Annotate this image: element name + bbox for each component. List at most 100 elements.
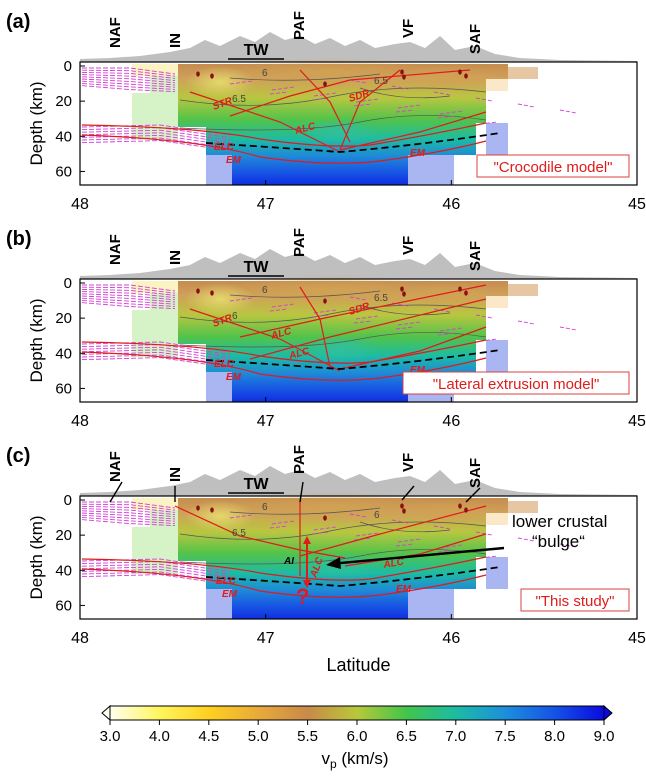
x-tick-label: 46 [442,413,460,430]
reflector-line [229,79,367,95]
alc-boundary [339,111,487,151]
resolution-mask [408,155,454,185]
topography-profile [80,32,637,62]
reflector-line [81,140,231,152]
fault-line [299,505,487,557]
reflector-line [81,297,176,305]
fault-label-paf: PAF [291,445,308,474]
fault-label-paf: PAF [291,11,308,40]
reflector-line [81,505,176,513]
reflector-line [81,137,231,149]
seismic-marker [196,288,200,294]
surface-anomaly [185,283,255,315]
colorbar-tick-label: 8.0 [544,728,565,745]
reflector-line [81,357,231,369]
mantle-boundary [81,134,487,164]
colorbar-tick-label: 6.5 [396,728,417,745]
contour-label: 6.5 [232,94,246,105]
resolution-mask [132,527,178,574]
x-tick-label: 48 [71,196,89,213]
y-tick-label: 0 [64,58,72,75]
reflector-line [81,295,176,303]
fault-line [299,286,331,368]
fault-label-naf: NAF [107,451,124,482]
reflector-line [81,558,231,570]
down-arrow-head [303,580,311,588]
colorbar-gradient [109,705,605,721]
reflector-line [397,537,535,553]
velocity-contour [179,332,487,348]
y-tick-label: 0 [64,492,72,509]
velocity-contour [179,549,487,565]
resolution-mask [206,589,232,619]
lower-crust-anomaly [300,335,380,363]
reflector-line [81,80,176,88]
fault-line [174,505,346,559]
resolution-mask [486,79,508,91]
reflector-line [313,91,451,107]
reflector-line [81,574,231,586]
seismic-marker [323,81,327,87]
velocity-contour [179,115,487,131]
mantle-boundary [81,351,487,381]
reflector-line [81,519,176,527]
reflector-line [81,341,231,353]
annotation-text: “bulge“ [532,532,585,551]
topography-profile [80,249,637,279]
seismic-marker [196,505,200,511]
fault-label-paf: PAF [291,228,308,257]
reflector-line [397,103,535,119]
seismic-marker [402,291,406,297]
low-velocity-anomaly [400,498,500,526]
model-label: "Lateral extrusion model" [433,376,600,393]
resolution-mask [508,501,538,513]
reflector-line [82,501,176,509]
str-fault [189,91,341,153]
structure-label: EM [226,372,242,383]
resolution-mask [150,510,178,527]
moho-line [205,566,501,587]
fault-label-vf: VF [400,19,417,38]
seismic-marker [400,69,404,75]
resolution-mask [486,557,508,589]
y-tick-label: 20 [55,93,72,110]
reflector-line [81,134,231,146]
reflector-line [82,67,176,75]
y-tick-label: 20 [55,527,72,544]
reflector-line [82,284,176,292]
low-velocity-anomaly [210,275,450,307]
colorbar-tick-label: 7.0 [445,728,466,745]
y-axis-label: Depth (km) [27,515,46,599]
reflector-line [81,566,231,578]
y-axis-label: Depth (km) [27,298,46,382]
lower-crust-anomaly [300,118,380,146]
reflector-line [81,132,231,144]
reflector-line [355,314,493,330]
seismic-marker [464,73,468,79]
model-label-box [402,371,630,395]
y-tick-label: 20 [55,310,72,327]
reflector-line [81,346,231,358]
reflector-line [81,514,176,522]
alc-boundary [339,326,487,370]
reflector-line [271,519,409,535]
resolution-mask [132,93,178,140]
reflector-line [81,78,176,86]
str-fault [189,308,341,372]
model-label: "This study" [535,593,614,610]
resolution-mask [508,67,538,79]
x-tick-label: 46 [442,630,460,647]
alc-boundary [229,69,471,117]
moho-line [205,132,501,153]
reflector-line [81,510,176,518]
reflector-line [81,508,176,516]
colorbar-tick-label: 6.0 [347,728,368,745]
fault-trace-paf [299,481,304,503]
colorbar-tick-label: 5.5 [297,728,318,745]
colorbar-high-triangle [603,704,613,722]
fault-label-tw: TW [244,259,270,276]
reflector-line [355,531,493,547]
x-tick-label: 48 [71,413,89,430]
x-tick-label: 45 [628,630,646,647]
